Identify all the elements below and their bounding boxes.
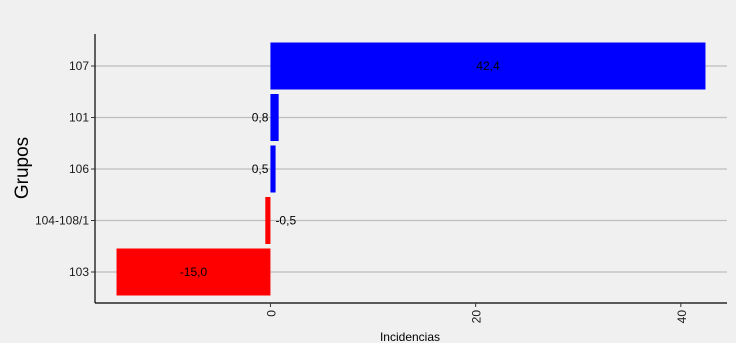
- x-tick-label: 0: [264, 310, 278, 317]
- y-axis-title: Grupos: [12, 137, 33, 199]
- data-label: 0,8: [252, 111, 269, 125]
- y-tick-label: 106: [69, 162, 89, 176]
- y-tick-label: 101: [69, 111, 89, 125]
- bars: [116, 42, 706, 296]
- data-label: -0,5: [275, 214, 296, 228]
- x-tick-label: 40: [675, 310, 689, 324]
- bar: [270, 42, 706, 90]
- y-tick-label: 107: [69, 59, 89, 73]
- x-axis-title: Incidencias: [380, 330, 440, 343]
- data-label: -15,0: [180, 265, 208, 279]
- data-label: 42,4: [476, 59, 500, 73]
- gridlines: [95, 65, 727, 273]
- y-axis-ticks: 107 101 106 104-108/1 103: [35, 59, 95, 279]
- x-axis-ticks: 0 20 40: [264, 303, 689, 324]
- bar: [265, 197, 271, 244]
- bar: [270, 94, 279, 141]
- y-tick-label: 103: [69, 265, 89, 279]
- bar: [116, 248, 271, 296]
- x-tick-label: 20: [470, 310, 484, 324]
- data-label: 0,5: [252, 162, 269, 176]
- y-tick-label: 104-108/1: [35, 214, 89, 228]
- data-labels: 42,4 0,8 0,5 -0,5 -15,0: [180, 59, 500, 279]
- bar: [270, 145, 276, 193]
